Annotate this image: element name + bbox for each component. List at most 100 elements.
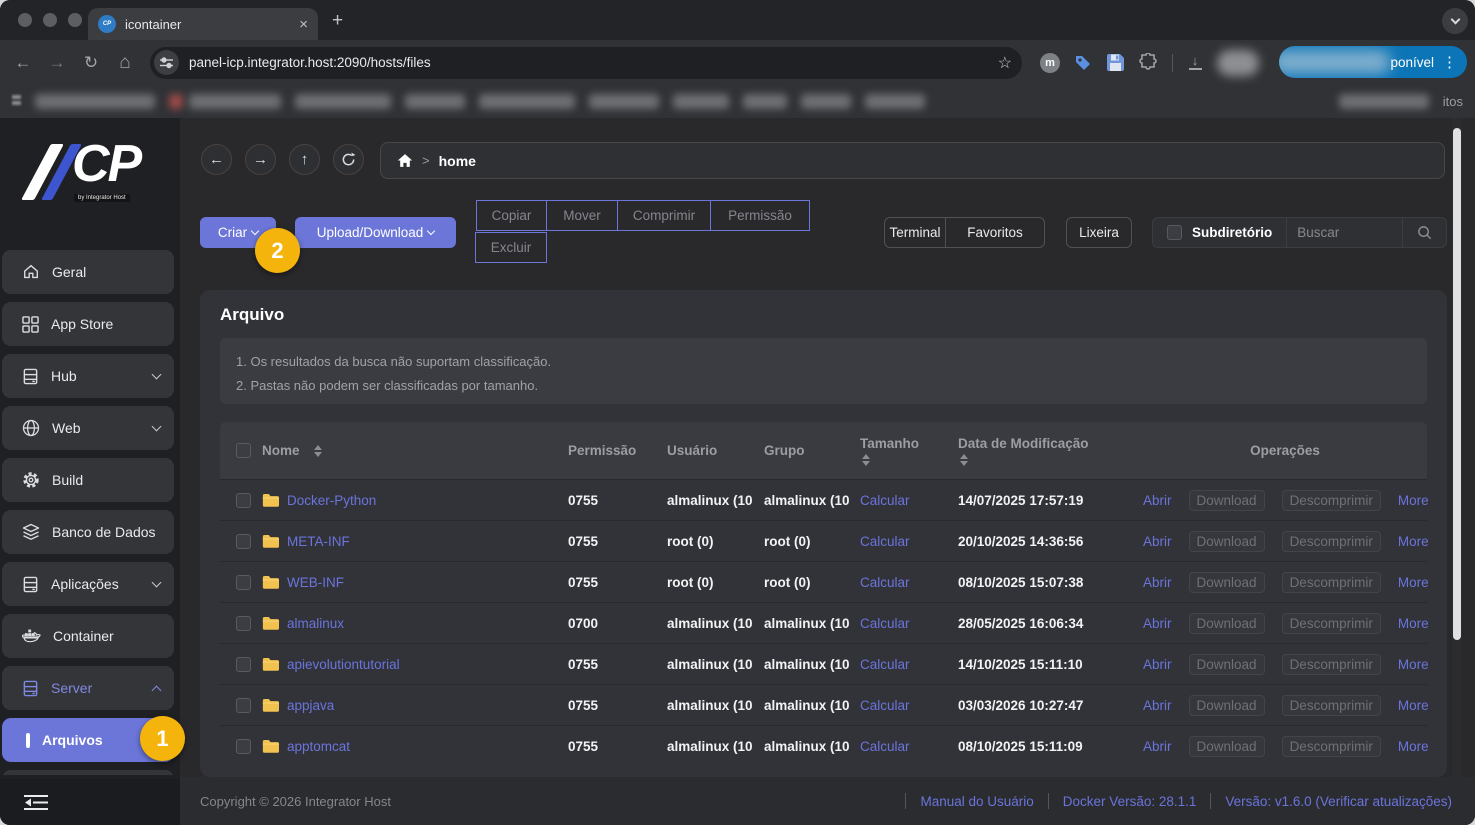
download-button-disabled[interactable]: Download <box>1188 612 1265 634</box>
up-directory-button[interactable]: ↑ <box>289 144 320 175</box>
file-name-link[interactable]: appjava <box>287 697 335 713</box>
header-data-modificacao[interactable]: Data de Modificação <box>958 436 1143 466</box>
more-link[interactable]: More <box>1397 533 1429 549</box>
descomprimir-button-disabled[interactable]: Descomprimir <box>1281 612 1381 634</box>
bookmark-item[interactable] <box>479 94 575 109</box>
url-bar[interactable]: panel-icp.integrator.host:2090/hosts/fil… <box>150 46 1022 79</box>
download-button-disabled[interactable]: Download <box>1188 694 1265 716</box>
bookmark-star-icon[interactable]: ☆ <box>997 54 1012 72</box>
bookmark-item[interactable] <box>801 94 851 109</box>
calcular-link[interactable]: Calcular <box>860 492 910 508</box>
browser-update-button[interactable]: ponível ⋮ <box>1279 46 1467 78</box>
abrir-link[interactable]: Abrir <box>1143 533 1172 549</box>
site-settings-icon[interactable] <box>154 50 179 75</box>
bookmark-item[interactable] <box>405 94 465 109</box>
descomprimir-button-disabled[interactable]: Descomprimir <box>1281 694 1381 716</box>
file-name-link[interactable]: Docker-Python <box>287 492 377 508</box>
row-checkbox[interactable] <box>236 656 251 672</box>
refresh-button[interactable] <box>333 144 364 175</box>
sidebar-item-geral[interactable]: Geral <box>2 250 174 294</box>
abrir-link[interactable]: Abrir <box>1143 656 1172 672</box>
browser-menu-icon[interactable]: ⋮ <box>1442 54 1457 71</box>
downloads-icon[interactable]: ↓ <box>1187 54 1203 70</box>
browser-tab[interactable]: CP icontainer × <box>88 8 318 40</box>
collapse-sidebar-icon[interactable] <box>24 794 48 811</box>
breadcrumb-path[interactable]: home <box>438 152 476 169</box>
mover-button[interactable]: Mover <box>546 200 618 231</box>
sidebar-item-hub[interactable]: Hub <box>2 354 174 398</box>
row-checkbox[interactable] <box>236 615 251 631</box>
file-name-link[interactable]: almalinux <box>287 615 345 631</box>
bookmark-item[interactable] <box>295 94 391 109</box>
breadcrumb[interactable]: > home <box>380 142 1445 179</box>
descomprimir-button-disabled[interactable]: Descomprimir <box>1281 653 1381 675</box>
header-tamanho[interactable]: Tamanho <box>860 436 958 466</box>
bookmark-item[interactable] <box>1338 94 1429 109</box>
bookmark-favicon[interactable] <box>169 94 183 109</box>
window-close-button[interactable] <box>18 13 32 27</box>
sidebar-item-app-store[interactable]: App Store <box>2 302 174 346</box>
more-link[interactable]: More <box>1397 574 1429 590</box>
browser-back-button[interactable]: ← <box>14 52 32 72</box>
file-name-link[interactable]: WEB-INF <box>287 574 344 590</box>
bookmark-item[interactable] <box>673 94 729 109</box>
tab-close-icon[interactable]: × <box>299 15 308 33</box>
forward-button[interactable]: → <box>245 144 276 175</box>
new-tab-button[interactable]: + <box>332 10 344 31</box>
descomprimir-button-disabled[interactable]: Descomprimir <box>1281 571 1381 593</box>
row-checkbox[interactable] <box>236 533 251 549</box>
copiar-button[interactable]: Copiar <box>476 200 547 231</box>
file-name-link[interactable]: META-INF <box>287 533 350 549</box>
header-nome[interactable]: Nome <box>262 443 568 458</box>
calcular-link[interactable]: Calcular <box>860 738 910 754</box>
subdiretorio-checkbox[interactable] <box>1167 225 1182 240</box>
lixeira-button[interactable]: Lixeira <box>1066 217 1132 248</box>
tag-extension-icon[interactable] <box>1074 54 1092 72</box>
bookmark-item[interactable] <box>589 94 659 109</box>
download-button-disabled[interactable]: Download <box>1188 571 1265 593</box>
bookmark-item[interactable] <box>743 94 787 109</box>
calcular-link[interactable]: Calcular <box>860 615 910 631</box>
tab-search-button[interactable] <box>1442 8 1468 34</box>
calcular-link[interactable]: Calcular <box>860 533 910 549</box>
bookmark-item[interactable] <box>35 94 155 109</box>
browser-home-button[interactable]: ⌂ <box>119 51 131 73</box>
row-checkbox[interactable] <box>236 738 251 754</box>
permissao-button[interactable]: Permissão <box>710 200 810 231</box>
back-button[interactable]: ← <box>201 144 232 175</box>
download-button-disabled[interactable]: Download <box>1188 489 1265 511</box>
descomprimir-button-disabled[interactable]: Descomprimir <box>1281 530 1381 552</box>
abrir-link[interactable]: Abrir <box>1143 574 1172 590</box>
download-button-disabled[interactable]: Download <box>1188 735 1265 757</box>
bookmark-item[interactable] <box>865 94 925 109</box>
bookmark-label-fragment[interactable]: itos <box>1442 94 1463 109</box>
home-icon[interactable] <box>397 153 413 168</box>
excluir-button[interactable]: Excluir <box>475 232 547 263</box>
window-zoom-button[interactable] <box>68 13 82 27</box>
save-extension-icon[interactable] <box>1106 53 1125 72</box>
version-link[interactable]: Versão: v1.6.0 (Verificar atualizações) <box>1225 793 1452 809</box>
more-link[interactable]: More <box>1397 615 1429 631</box>
descomprimir-button-disabled[interactable]: Descomprimir <box>1281 489 1381 511</box>
abrir-link[interactable]: Abrir <box>1143 697 1172 713</box>
scrollbar-thumb[interactable] <box>1453 128 1461 640</box>
comprimir-button[interactable]: Comprimir <box>617 200 711 231</box>
sidebar-item-partial[interactable] <box>2 770 174 775</box>
sidebar-item-aplicacoes[interactable]: Aplicações <box>2 562 174 606</box>
search-input[interactable] <box>1287 225 1402 240</box>
calcular-link[interactable]: Calcular <box>860 656 910 672</box>
browser-reload-button[interactable]: ↻ <box>83 52 99 72</box>
download-button-disabled[interactable]: Download <box>1188 530 1265 552</box>
terminal-button[interactable]: Terminal <box>884 217 946 248</box>
download-button-disabled[interactable]: Download <box>1188 653 1265 675</box>
file-name-link[interactable]: apievolutiontutorial <box>287 656 400 672</box>
browser-forward-button[interactable]: → <box>48 52 66 72</box>
select-all-checkbox[interactable] <box>236 443 251 458</box>
more-link[interactable]: More <box>1397 697 1429 713</box>
sidebar-item-banco-de-dados[interactable]: Banco de Dados <box>2 510 174 554</box>
row-checkbox[interactable] <box>236 574 251 590</box>
calcular-link[interactable]: Calcular <box>860 574 910 590</box>
extension-m-icon[interactable]: m <box>1040 52 1060 73</box>
extensions-puzzle-icon[interactable] <box>1139 53 1158 72</box>
favoritos-button[interactable]: Favoritos <box>945 217 1045 248</box>
